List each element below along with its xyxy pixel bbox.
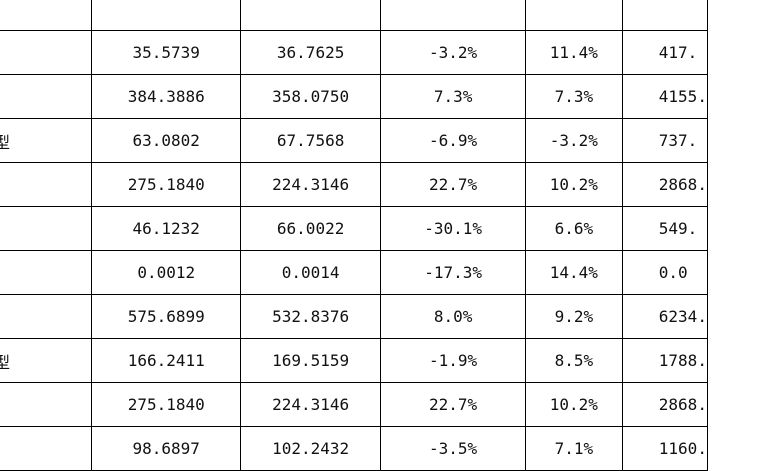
- value-cell: 2868.: [621, 162, 709, 207]
- value-cell: 36.7625: [240, 30, 382, 75]
- row-label-cell: 猜型: [0, 382, 93, 427]
- value-cell: 169.5159: [240, 338, 382, 383]
- value-cell: 575.6899: [91, 294, 242, 339]
- value-cell: 224.3146: [240, 162, 382, 207]
- value-cell: 1160.: [621, 426, 709, 471]
- value-cell: 8.0%: [380, 294, 526, 339]
- value-cell: 0.0012: [91, 250, 242, 295]
- value-cell: [91, 0, 242, 31]
- value-cell: 0.0: [621, 250, 709, 295]
- value-cell: 358.0750: [240, 74, 382, 119]
- value-cell: 532.8376: [240, 294, 382, 339]
- row-label-cell: 透数字型: [0, 118, 93, 163]
- value-cell: 7.3%: [380, 74, 526, 119]
- row-label-cell: [0, 294, 93, 339]
- value-cell: 417.: [621, 30, 709, 75]
- value-cell: 6234.: [621, 294, 709, 339]
- value-cell: -6.9%: [380, 118, 526, 163]
- value-cell: 4155.: [621, 74, 709, 119]
- value-cell: 22.7%: [380, 162, 526, 207]
- value-cell: [621, 0, 709, 31]
- value-cell: 8.5%: [524, 338, 623, 383]
- row-label-cell: 须型: [0, 250, 93, 295]
- row-label-cell: 猜型: [0, 162, 93, 207]
- value-cell: 63.0802: [91, 118, 242, 163]
- value-cell: [240, 0, 382, 31]
- value-cell: 46.1232: [91, 206, 242, 251]
- value-cell: 7.3%: [524, 74, 623, 119]
- value-cell: -30.1%: [380, 206, 526, 251]
- value-cell: 102.2432: [240, 426, 382, 471]
- row-label-cell: 开型: [0, 206, 93, 251]
- value-cell: 0.0014: [240, 250, 382, 295]
- value-cell: -3.2%: [524, 118, 623, 163]
- value-cell: 275.1840: [91, 162, 242, 207]
- value-cell: 384.3886: [91, 74, 242, 119]
- value-cell: 66.0022: [240, 206, 382, 251]
- value-cell: 7.1%: [524, 426, 623, 471]
- value-cell: [380, 0, 526, 31]
- row-label-cell: 票: [0, 74, 93, 119]
- value-cell: -3.2%: [380, 30, 526, 75]
- value-cell: 6.6%: [524, 206, 623, 251]
- table-body: 猜型35.573936.7625-3.2%11.4%417.票384.38863…: [0, 0, 709, 471]
- value-cell: 11.4%: [524, 30, 623, 75]
- value-cell: 10.2%: [524, 162, 623, 207]
- value-cell: 14.4%: [524, 250, 623, 295]
- value-cell: -1.9%: [380, 338, 526, 383]
- row-label-cell: 开型: [0, 426, 93, 471]
- row-label-cell: 猜型: [0, 30, 93, 75]
- row-label-cell: [0, 0, 93, 31]
- value-cell: 1788.: [621, 338, 709, 383]
- value-cell: 275.1840: [91, 382, 242, 427]
- value-cell: 67.7568: [240, 118, 382, 163]
- row-label-cell: 透数字型: [0, 338, 93, 383]
- value-cell: [524, 0, 623, 31]
- value-cell: 737.: [621, 118, 709, 163]
- value-cell: 35.5739: [91, 30, 242, 75]
- value-cell: 10.2%: [524, 382, 623, 427]
- value-cell: 224.3146: [240, 382, 382, 427]
- value-cell: -17.3%: [380, 250, 526, 295]
- value-cell: -3.5%: [380, 426, 526, 471]
- table-row: 575.6899 532.8376 8.0% 9.2% 6234.: [0, 294, 709, 339]
- data-table: 猜型35.573936.7625-3.2%11.4%417.票384.38863…: [0, 0, 709, 471]
- value-cell: 2868.: [621, 382, 709, 427]
- value-cell: 549.: [621, 206, 709, 251]
- value-cell: 166.2411: [91, 338, 242, 383]
- value-cell: 22.7%: [380, 382, 526, 427]
- value-cell: 98.6897: [91, 426, 242, 471]
- value-cell: 9.2%: [524, 294, 623, 339]
- table-row: [0, 0, 709, 31]
- spreadsheet-page: 猜型35.573936.7625-3.2%11.4%417.票384.38863…: [0, 0, 709, 471]
